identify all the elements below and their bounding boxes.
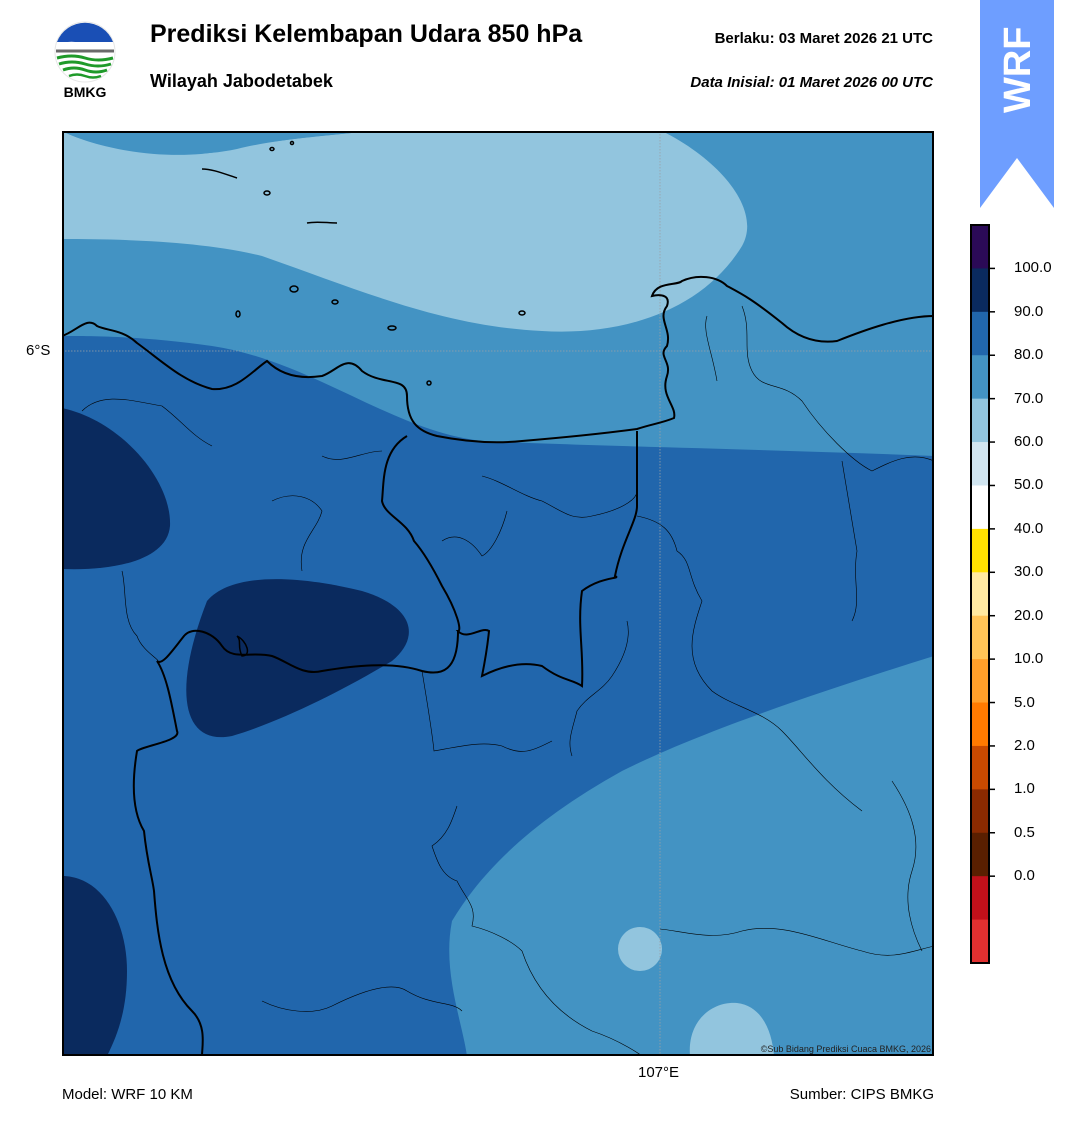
district-boundaries: [81, 305, 934, 1056]
colorbar-segment: [971, 659, 989, 704]
longitude-label: 107°E: [638, 1064, 680, 1081]
colorbar-segment: [971, 528, 989, 573]
initial-time: Data Inisial: 01 Maret 2026 00 UTC: [690, 74, 933, 91]
logo-text: BMKG: [63, 84, 107, 100]
humidity-zone-90-100-southwest: [62, 876, 127, 1056]
colorbar-tick-label: 2.0: [1014, 736, 1035, 754]
model-label: Model: WRF 10 KM: [62, 1086, 193, 1103]
colorbar-segment: [971, 876, 989, 921]
colorbar-tick-label: 0.0: [1014, 867, 1035, 885]
colorbar-tick-label: 0.5: [1014, 823, 1035, 841]
colorbar-tick-label: 1.0: [1014, 780, 1035, 798]
humidity-zone-90-100-center: [186, 579, 409, 738]
wrf-badge-text: WRF: [997, 26, 1039, 113]
colorbar-segment: [971, 355, 989, 400]
colorbar-segment: [971, 311, 989, 356]
colorbar-tick-label: 20.0: [1014, 606, 1044, 624]
colorbar-segment: [971, 572, 989, 617]
valid-time: Berlaku: 03 Maret 2026 21 UTC: [714, 30, 933, 47]
colorbar-segment: [971, 485, 989, 530]
coastline: [62, 275, 934, 444]
page-subtitle: Wilayah Jabodetabek: [150, 71, 333, 91]
colorbar-tick-label: 80.0: [1014, 346, 1044, 364]
humidity-zone-90-100-west: [62, 408, 171, 570]
colorbar-segment: [971, 225, 989, 269]
colorbar-segment: [971, 398, 989, 443]
colorbar-segment: [971, 442, 989, 486]
colorbar-segment: [971, 832, 989, 877]
colorbar-tick-label: 70.0: [1014, 389, 1044, 407]
humidity-zone-60-70-patch: [618, 927, 662, 971]
source-label: Sumber: CIPS BMKG: [789, 1086, 934, 1103]
map-copyright: ©Sub Bidang Prediksi Cuaca BMKG, 2026: [760, 1044, 931, 1054]
latitude-label: 6°S: [26, 342, 51, 359]
page-title: Prediksi Kelembapan Udara 850 hPa: [150, 20, 583, 48]
colorbar-tick-label: 30.0: [1014, 563, 1044, 581]
humidity-map: [62, 131, 934, 1056]
colorbar-tick-label: 40.0: [1014, 519, 1044, 537]
colorbar-segment: [971, 615, 989, 660]
colorbar-segment: [971, 919, 989, 964]
humidity-zone-60-70-north: [62, 131, 748, 332]
colorbar-segment: [971, 789, 989, 834]
province-boundary-west: [132, 629, 459, 1056]
colorbar-tick-label: 10.0: [1014, 650, 1044, 668]
islands: [201, 140, 526, 386]
colorbar-tick-label: 5.0: [1014, 693, 1035, 711]
humidity-zone-60-70-south: [689, 1002, 774, 1056]
colorbar-tick-label: 50.0: [1014, 476, 1044, 494]
humidity-colorbar: [970, 224, 995, 964]
bmkg-logo-icon: [54, 21, 116, 83]
colorbar-tick-label: 90.0: [1014, 302, 1044, 320]
colorbar-segment: [971, 702, 989, 747]
province-boundary: [380, 431, 638, 688]
humidity-zone-70-80-southeast: [449, 656, 934, 1056]
colorbar-tick-label: 60.0: [1014, 433, 1044, 451]
colorbar-tick-label: 100.0: [1014, 259, 1052, 277]
colorbar-segment: [971, 268, 989, 313]
wrf-badge: WRF: [980, 0, 1054, 208]
colorbar-segment: [971, 745, 989, 790]
